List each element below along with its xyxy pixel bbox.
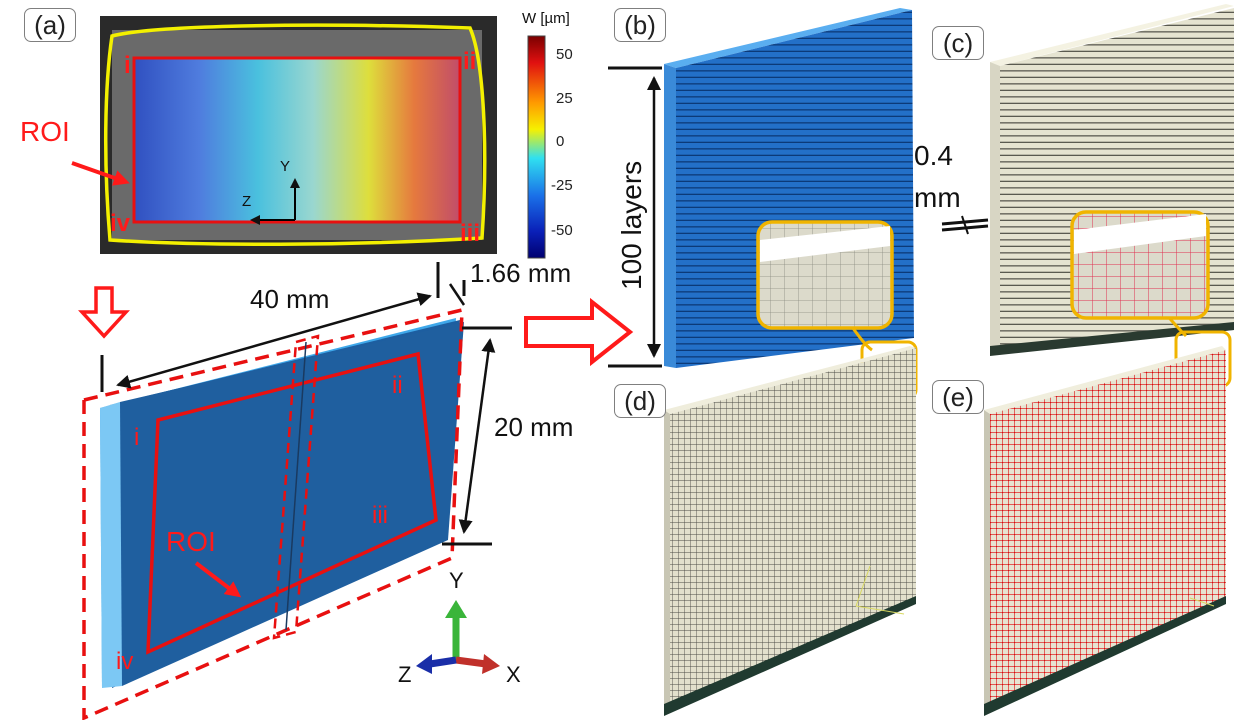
- model-corner-iv: iv: [116, 648, 134, 675]
- model-roi-label: ROI: [166, 526, 216, 557]
- dic-photo: [71, 16, 497, 254]
- layer-thickness-value: 0.4: [914, 140, 953, 171]
- photo-axis-y: Y: [280, 158, 291, 175]
- zoom-callout-b: [756, 220, 918, 400]
- photo-corner-iv: iv: [110, 210, 131, 237]
- dim-height: 20 mm: [494, 412, 574, 442]
- panel-label-e: (e): [932, 380, 984, 414]
- dim-length: 40 mm: [250, 284, 330, 314]
- colorbar-tick: 25: [556, 90, 573, 107]
- plate-model: [82, 307, 464, 720]
- triad-x-label: X: [506, 662, 521, 687]
- photo-corner-ii: ii: [463, 48, 477, 75]
- roi-yellow-outline: [103, 23, 487, 247]
- triad-z-label: Z: [398, 662, 412, 687]
- panel-label-b: (b): [614, 8, 666, 42]
- panel-label-c: (c): [932, 26, 984, 60]
- hollow-right-arrow: [524, 297, 634, 367]
- model-dashed-outline: [82, 307, 464, 720]
- zoom-callout-c: [1070, 210, 1232, 388]
- colorbar-tick: 0: [556, 133, 565, 150]
- panel-label-d: (d): [614, 384, 666, 418]
- dim-thickness: 1.66 mm: [470, 258, 572, 288]
- panel-label-a: (a): [24, 8, 76, 42]
- colorbar-tick: -25: [551, 177, 573, 194]
- photo-axis-z: Z: [242, 193, 252, 210]
- model-corner-iii: iii: [372, 502, 388, 529]
- layer-count-label: 100 layers: [616, 160, 647, 290]
- model-corner-i: i: [134, 424, 140, 451]
- xyz-triad: [416, 600, 500, 674]
- photo-roi-label: ROI: [20, 116, 70, 147]
- colorbar-title: W [µm]: [522, 10, 570, 27]
- dimension-lines: [100, 262, 512, 546]
- colorbar-tick: -50: [551, 222, 573, 239]
- plate-e: [984, 346, 1226, 716]
- photo-corner-i: i: [124, 52, 131, 79]
- roi-red-box: [132, 56, 462, 224]
- photo-corner-iii: iii: [460, 220, 481, 247]
- model-corner-ii: ii: [392, 372, 403, 399]
- layer-thickness-unit: mm: [914, 182, 961, 213]
- plate-d: [664, 346, 916, 716]
- colorbar-tick: 50: [556, 46, 573, 63]
- hollow-down-arrow: [78, 286, 130, 339]
- triad-y-label: Y: [449, 568, 464, 593]
- colorbar: [527, 35, 546, 259]
